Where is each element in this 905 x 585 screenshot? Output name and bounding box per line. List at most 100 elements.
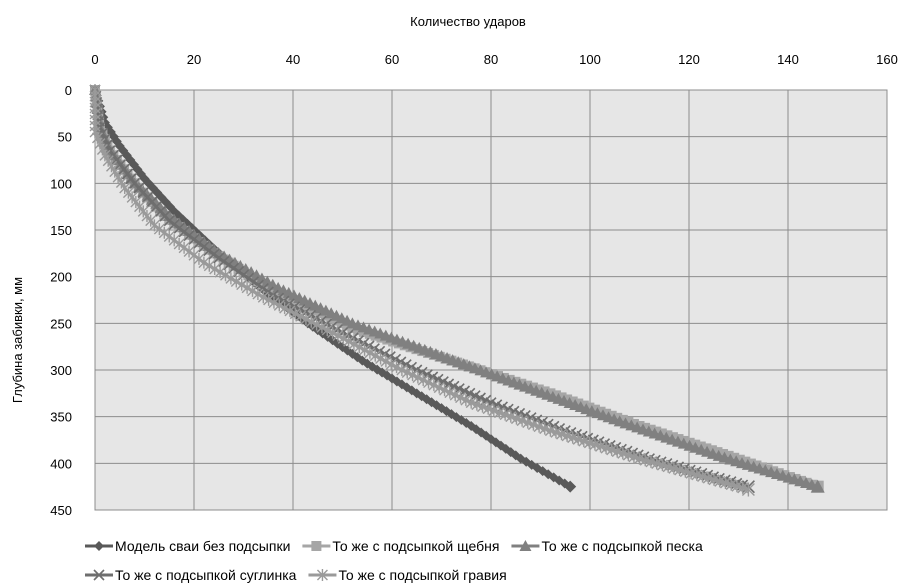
legend-entry: То же с подсыпкой гравия bbox=[308, 567, 507, 583]
data-point bbox=[178, 226, 190, 238]
data-point bbox=[439, 384, 451, 397]
data-point bbox=[236, 278, 248, 291]
data-point bbox=[284, 293, 295, 304]
data-point bbox=[505, 410, 517, 423]
data-point bbox=[745, 458, 756, 469]
x-tick-label: 100 bbox=[579, 52, 601, 67]
x-axis-title: Количество ударов bbox=[410, 14, 526, 29]
data-point bbox=[606, 410, 617, 421]
y-axis-title: Глубина забивки, мм bbox=[10, 277, 25, 403]
data-point bbox=[289, 307, 301, 320]
data-point bbox=[584, 402, 595, 413]
data-point bbox=[268, 296, 280, 309]
data-point bbox=[273, 288, 284, 299]
data-point bbox=[567, 396, 578, 407]
data-point bbox=[183, 230, 195, 242]
data-point bbox=[173, 222, 185, 234]
data-point bbox=[460, 394, 472, 407]
data-point bbox=[375, 352, 387, 365]
data-point bbox=[712, 447, 723, 458]
data-point bbox=[423, 376, 435, 389]
x-tick-label: 20 bbox=[187, 52, 201, 67]
legend-label: То же с подсыпкой гравия bbox=[338, 567, 506, 583]
data-point bbox=[740, 456, 751, 467]
data-point bbox=[550, 390, 561, 401]
data-point bbox=[178, 241, 190, 254]
data-point bbox=[465, 396, 477, 409]
data-point bbox=[433, 381, 445, 394]
data-point bbox=[348, 338, 360, 351]
data-point bbox=[417, 374, 429, 387]
data-point bbox=[183, 245, 195, 258]
data-point bbox=[595, 406, 606, 417]
data-point bbox=[522, 416, 534, 429]
legend-entry: То же с подсыпкой суглинка bbox=[85, 567, 297, 583]
data-point bbox=[188, 249, 200, 262]
data-point bbox=[228, 262, 240, 274]
data-point bbox=[220, 269, 231, 282]
data-point bbox=[213, 252, 225, 264]
data-point bbox=[118, 145, 129, 156]
data-point bbox=[168, 218, 180, 230]
y-tick-labels: 0 50 100 150 200 250 300 350 400 450 bbox=[50, 83, 72, 518]
data-point bbox=[612, 412, 623, 423]
data-point bbox=[153, 223, 165, 236]
y-tick-label: 150 bbox=[50, 223, 72, 238]
data-point bbox=[257, 291, 269, 304]
data-point bbox=[539, 422, 551, 435]
data-point bbox=[214, 266, 226, 279]
y-tick-label: 450 bbox=[50, 503, 72, 518]
data-point bbox=[601, 408, 612, 419]
x-tick-labels: 0 20 40 60 80 100 120 140 160 bbox=[91, 52, 897, 67]
data-point bbox=[311, 318, 323, 331]
data-point bbox=[332, 329, 344, 342]
legend: Модель сваи без подсыпки То же с подсыпко… bbox=[85, 538, 703, 583]
data-point bbox=[203, 259, 215, 272]
x-tick-label: 160 bbox=[876, 52, 898, 67]
data-point bbox=[198, 256, 210, 269]
data-point bbox=[188, 233, 200, 245]
data-point bbox=[471, 398, 483, 411]
data-point bbox=[163, 230, 175, 243]
data-point bbox=[353, 341, 365, 354]
data-point bbox=[589, 404, 600, 415]
data-point bbox=[305, 315, 317, 328]
data-point bbox=[359, 343, 371, 356]
data-point bbox=[556, 392, 567, 403]
data-point bbox=[617, 414, 628, 425]
data-point bbox=[316, 569, 328, 581]
data-point bbox=[223, 259, 235, 271]
data-point bbox=[163, 215, 175, 227]
data-point bbox=[343, 335, 355, 348]
y-tick-label: 100 bbox=[50, 176, 72, 191]
data-point bbox=[734, 454, 745, 465]
legend-entry: То же с подсыпкой песка bbox=[511, 538, 703, 554]
series-group bbox=[89, 84, 825, 497]
data-point bbox=[482, 402, 494, 415]
data-point bbox=[294, 298, 305, 309]
data-point bbox=[295, 310, 307, 323]
y-tick-label: 0 bbox=[65, 83, 72, 98]
data-point bbox=[477, 400, 489, 413]
data-point bbox=[198, 241, 210, 253]
legend-label: Модель сваи без подсыпки bbox=[115, 538, 290, 554]
data-point bbox=[273, 299, 285, 312]
data-point bbox=[311, 541, 322, 551]
data-point bbox=[268, 285, 279, 296]
data-point bbox=[562, 394, 573, 405]
data-point bbox=[364, 346, 376, 359]
data-point bbox=[391, 361, 403, 374]
data-point bbox=[385, 358, 397, 371]
data-point bbox=[516, 414, 528, 427]
data-point bbox=[545, 388, 556, 399]
data-point bbox=[247, 284, 258, 297]
data-point bbox=[401, 366, 413, 379]
data-point bbox=[564, 480, 577, 493]
data-point bbox=[327, 326, 339, 339]
data-point bbox=[741, 482, 755, 497]
y-tick-label: 300 bbox=[50, 363, 72, 378]
legend-label: То же с подсыпкой песка bbox=[541, 538, 703, 554]
data-point bbox=[751, 460, 762, 471]
data-point bbox=[628, 418, 639, 429]
